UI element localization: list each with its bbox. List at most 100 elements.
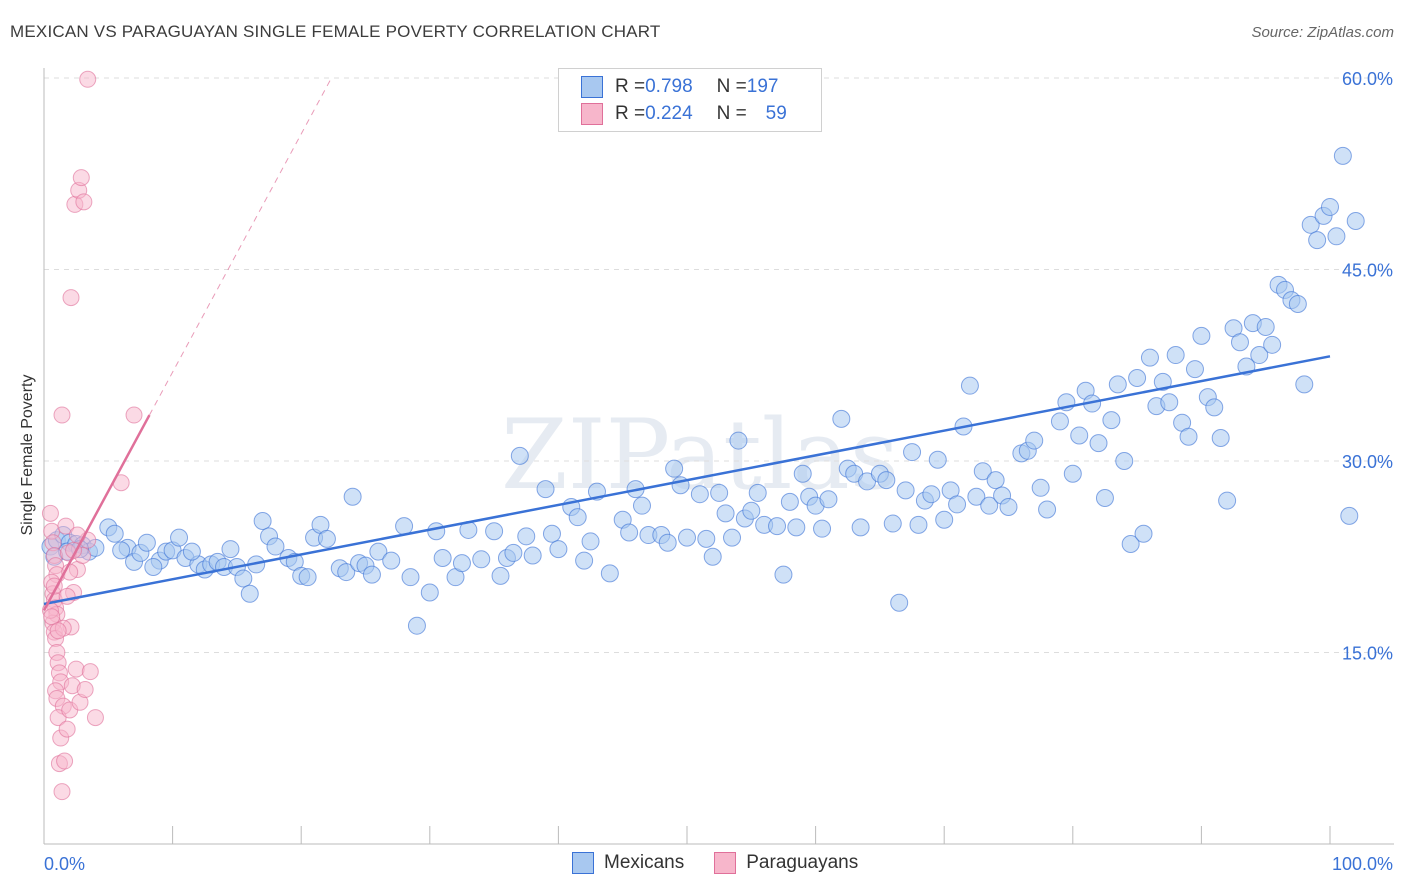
data-point-paraguayans <box>67 660 85 678</box>
data-point-mexicans <box>1340 506 1359 525</box>
data-point-mexicans <box>491 566 510 585</box>
data-point-mexicans <box>1179 427 1198 446</box>
data-point-mexicans <box>890 593 909 612</box>
data-point-mexicans <box>407 616 426 635</box>
data-point-paraguayans <box>49 622 67 640</box>
data-point-mexicans <box>382 551 401 570</box>
chart-title: MEXICAN VS PARAGUAYAN SINGLE FEMALE POVE… <box>10 22 661 41</box>
data-point-mexicans <box>266 537 285 556</box>
data-point-mexicans <box>395 517 414 536</box>
data-point-mexicans <box>1134 524 1153 543</box>
data-point-mexicans <box>665 459 684 478</box>
data-point-mexicans <box>581 532 600 551</box>
data-point-mexicans <box>1263 335 1282 354</box>
data-point-mexicans <box>144 557 163 576</box>
data-point-mexicans <box>542 524 561 543</box>
data-point-mexicans <box>1295 375 1314 394</box>
data-point-mexicans <box>568 508 587 527</box>
series-legend: Mexicans Paraguayans <box>572 852 888 874</box>
data-point-mexicans <box>909 515 928 534</box>
data-point-mexicans <box>980 496 999 515</box>
data-point-mexicans <box>485 522 504 541</box>
data-point-paraguayans <box>79 70 97 88</box>
data-point-mexicans <box>1185 360 1204 379</box>
data-point-paraguayans <box>56 752 74 770</box>
data-point-paraguayans <box>62 289 80 307</box>
data-point-paraguayans <box>41 504 59 522</box>
data-point-mexicans <box>780 492 799 511</box>
data-point-mexicans <box>973 462 992 481</box>
data-point-mexicans <box>510 446 529 465</box>
data-point-mexicans <box>1089 434 1108 453</box>
data-point-mexicans <box>1333 146 1352 165</box>
legend-label-paraguayans: Paraguayans <box>746 852 859 873</box>
legend-n-label: N = <box>716 76 747 97</box>
data-point-mexicans <box>703 547 722 566</box>
data-point-mexicans <box>935 510 954 529</box>
legend-swatch-paraguayans <box>581 103 603 125</box>
legend-n-value: 59 <box>765 103 787 124</box>
data-point-mexicans <box>369 542 388 561</box>
data-point-mexicans <box>787 518 806 537</box>
trend-line-paraguayans <box>42 414 151 611</box>
data-point-mexicans <box>1121 534 1140 553</box>
data-point-mexicans <box>298 568 317 587</box>
data-point-mexicans <box>1256 317 1275 336</box>
y-tick-label: 45.0% <box>1342 261 1393 281</box>
data-point-mexicans <box>1346 211 1365 230</box>
data-point-mexicans <box>600 564 619 583</box>
data-point-mexicans <box>948 495 967 514</box>
legend-r-label: R = <box>615 76 646 97</box>
data-point-mexicans <box>182 542 201 561</box>
data-point-mexicans <box>1308 231 1327 250</box>
data-point-mexicans <box>1321 197 1339 216</box>
data-point-mexicans <box>170 528 189 547</box>
data-point-mexicans <box>819 490 838 509</box>
data-point-mexicans <box>620 523 639 542</box>
y-tick-label: 60.0% <box>1342 69 1393 89</box>
data-point-mexicans <box>549 540 568 559</box>
data-point-paraguayans <box>43 608 61 626</box>
y-tick-label: 15.0% <box>1342 644 1393 664</box>
data-point-mexicans <box>317 529 336 548</box>
legend-r-value: 0.798 <box>645 76 693 97</box>
data-point-mexicans <box>632 496 651 515</box>
data-point-mexicans <box>1153 372 1172 391</box>
x-tick-label: 100.0% <box>1332 854 1393 874</box>
x-tick-label: 0.0% <box>44 854 85 874</box>
data-point-mexicans <box>1025 431 1044 450</box>
data-point-mexicans <box>928 450 947 469</box>
data-point-mexicans <box>401 568 420 587</box>
data-point-mexicans <box>343 487 362 506</box>
data-point-mexicans <box>105 524 124 543</box>
data-point-mexicans <box>1070 426 1089 445</box>
source-label: Source: ZipAtlas.com <box>1251 24 1394 41</box>
data-point-mexicans <box>967 487 986 506</box>
data-point-mexicans <box>1095 489 1114 508</box>
data-point-mexicans <box>1250 346 1269 365</box>
data-point-paraguayans <box>86 709 104 727</box>
data-point-mexicans <box>793 464 812 483</box>
data-point-mexicans <box>851 518 870 537</box>
data-point-paraguayans <box>125 406 143 424</box>
data-point-mexicans <box>112 541 131 560</box>
legend-n-label: N = <box>716 103 747 124</box>
data-point-mexicans <box>1205 398 1224 417</box>
data-point-mexicans <box>1031 478 1050 497</box>
data-point-mexicans <box>240 584 259 603</box>
data-point-mexicans <box>710 483 729 502</box>
data-point-paraguayans <box>72 169 90 187</box>
data-point-paraguayans <box>57 517 75 535</box>
data-point-mexicans <box>1063 464 1082 483</box>
data-point-mexicans <box>658 533 677 552</box>
legend-r-label: R = <box>615 103 646 124</box>
data-point-mexicans <box>427 522 446 541</box>
data-point-mexicans <box>748 483 767 502</box>
data-point-mexicans <box>253 512 272 531</box>
data-point-mexicans <box>234 569 253 588</box>
data-point-paraguayans <box>58 720 76 738</box>
data-point-mexicans <box>536 480 555 499</box>
legend-swatch-mexicans <box>581 76 603 98</box>
data-point-mexicans <box>472 550 491 569</box>
